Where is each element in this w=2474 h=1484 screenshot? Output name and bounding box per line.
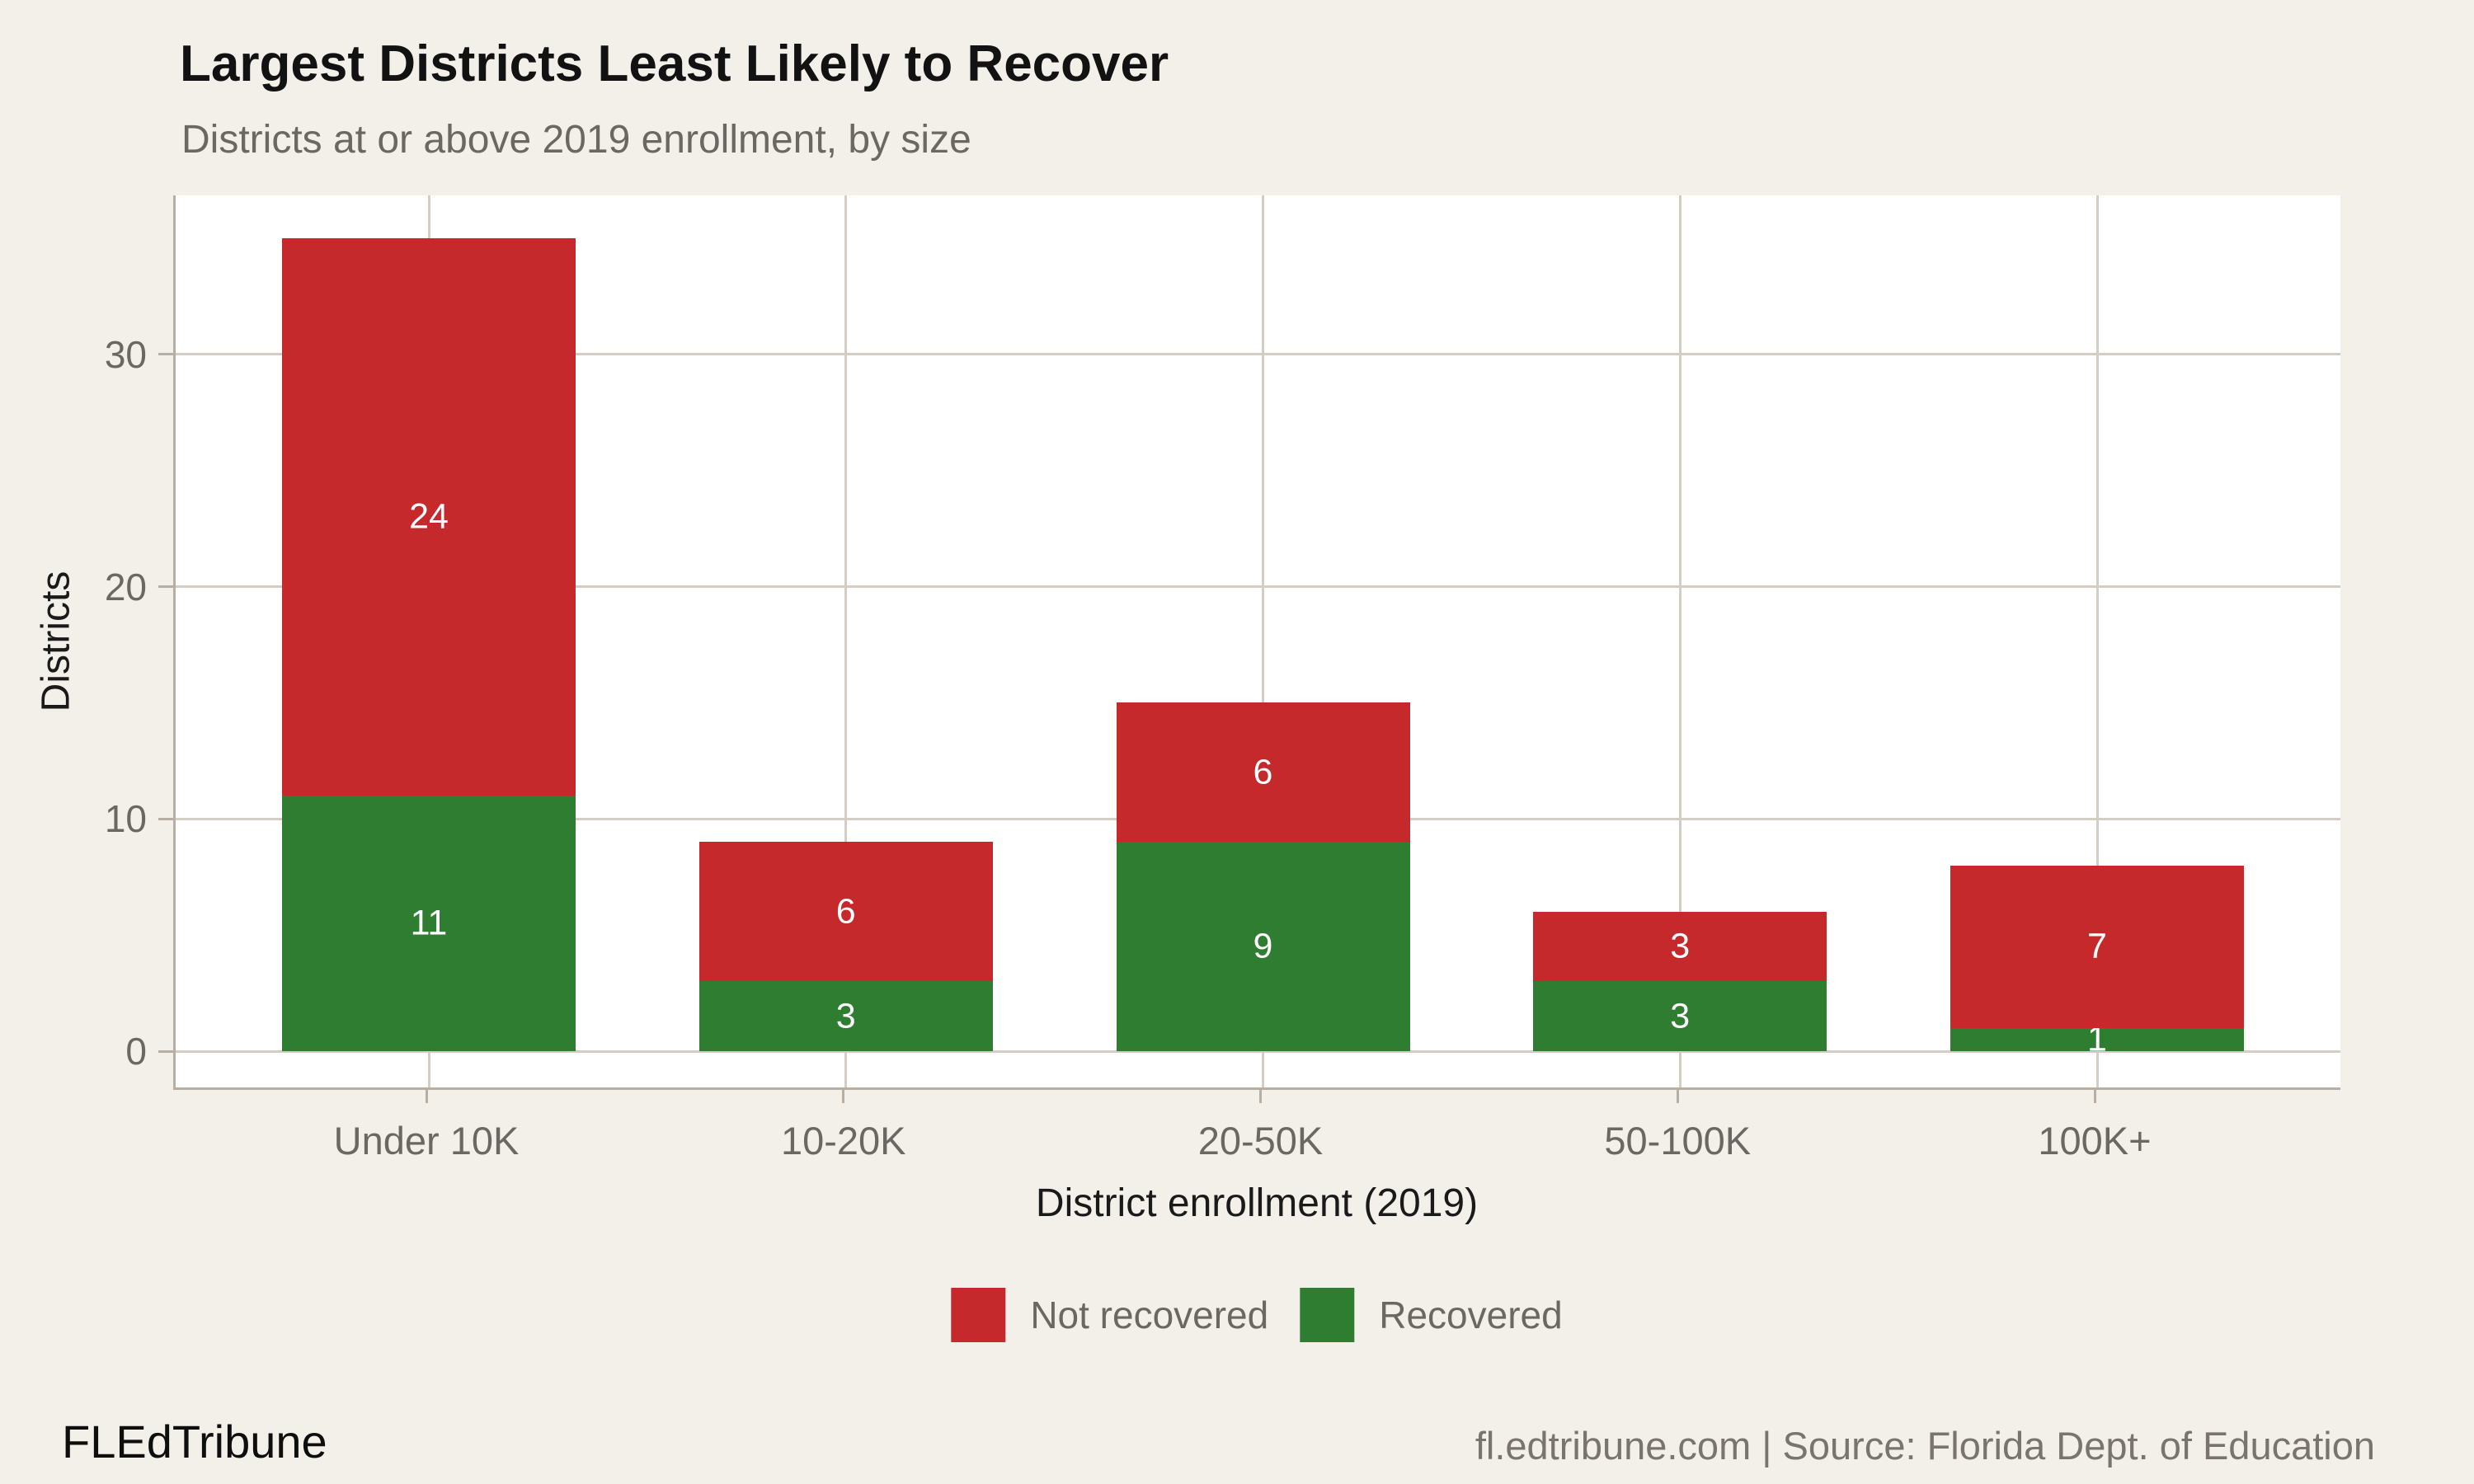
y-tick-mark: [158, 353, 173, 356]
page-title: Largest Districts Least Likely to Recove…: [180, 35, 1169, 92]
bar-segment-recovered: [1116, 842, 1410, 1051]
bar-value-label: 6: [1253, 752, 1273, 792]
x-tick-label: 50-100K: [1604, 1119, 1752, 1162]
x-tick-label: 20-50K: [1197, 1119, 1324, 1162]
gridline-y-30: [176, 353, 2340, 356]
source-attribution: fl.edtribune.com | Source: Florida Dept.…: [1475, 1424, 2375, 1468]
x-tick-label: 100K+: [2038, 1119, 2152, 1162]
x-tick-mark: [842, 1090, 845, 1103]
legend-item: Not recovered: [951, 1288, 1268, 1342]
gridline-y-0: [176, 1050, 2340, 1053]
gridline-x: [1678, 195, 1681, 1087]
bar-value-label: 11: [410, 903, 448, 943]
bar-segment-not-recovered: [282, 238, 576, 796]
brand-logo: FLEdTribune: [62, 1416, 327, 1468]
gridline-x: [1262, 195, 1264, 1087]
gridline-x: [2095, 195, 2099, 1087]
bar-segment-recovered: [282, 796, 576, 1051]
gridline-y-20: [176, 585, 2340, 589]
bar-value-label: 24: [409, 496, 449, 537]
legend: Not recovered Recovered: [951, 1288, 1563, 1342]
legend-label: Not recovered: [1030, 1294, 1269, 1336]
x-tick-mark: [1676, 1090, 1679, 1103]
bar-segment-not-recovered: [1533, 911, 1827, 982]
bar-segment-not-recovered: [1950, 865, 2244, 1028]
y-tick-label: 0: [125, 1030, 147, 1073]
bar-segment-not-recovered: [698, 842, 993, 982]
bar-segment-recovered: [1533, 981, 1827, 1051]
x-tick-mark: [425, 1090, 428, 1103]
bar-value-label: 1: [2087, 1019, 2107, 1059]
y-tick-label: 10: [104, 797, 147, 841]
x-tick-label: 10-20K: [780, 1119, 906, 1162]
x-tick-mark: [1259, 1090, 1262, 1103]
gridline-x: [844, 195, 848, 1087]
bar-value-label: 7: [2087, 926, 2107, 966]
x-axis-title: District enrollment (2019): [1035, 1181, 1479, 1225]
plot-panel: 11 24 3 6 9 6 3 3 1 7: [173, 195, 2340, 1090]
y-tick-label: 30: [104, 332, 147, 376]
bar-value-label: 9: [1253, 926, 1273, 966]
x-tick-label: Under 10K: [333, 1119, 520, 1162]
bar-segment-recovered: [1950, 1027, 2244, 1051]
bar-segment-recovered: [698, 981, 993, 1051]
legend-swatch: [1300, 1288, 1355, 1342]
y-tick-mark: [158, 585, 173, 589]
bar-value-label: 3: [1670, 926, 1691, 966]
page-subtitle: Districts at or above 2019 enrollment, b…: [181, 118, 971, 162]
legend-item: Recovered: [1300, 1288, 1563, 1342]
y-tick-label: 20: [104, 565, 147, 608]
bar-segment-not-recovered: [1116, 702, 1410, 843]
legend-label: Recovered: [1379, 1294, 1563, 1336]
bar-value-label: 3: [1670, 996, 1691, 1036]
bar-value-label: 3: [835, 996, 856, 1036]
bar-value-label: 6: [835, 891, 856, 932]
legend-swatch: [951, 1288, 1006, 1342]
y-tick-mark: [158, 817, 173, 820]
x-tick-mark: [2093, 1090, 2096, 1103]
y-tick-mark: [158, 1050, 173, 1053]
